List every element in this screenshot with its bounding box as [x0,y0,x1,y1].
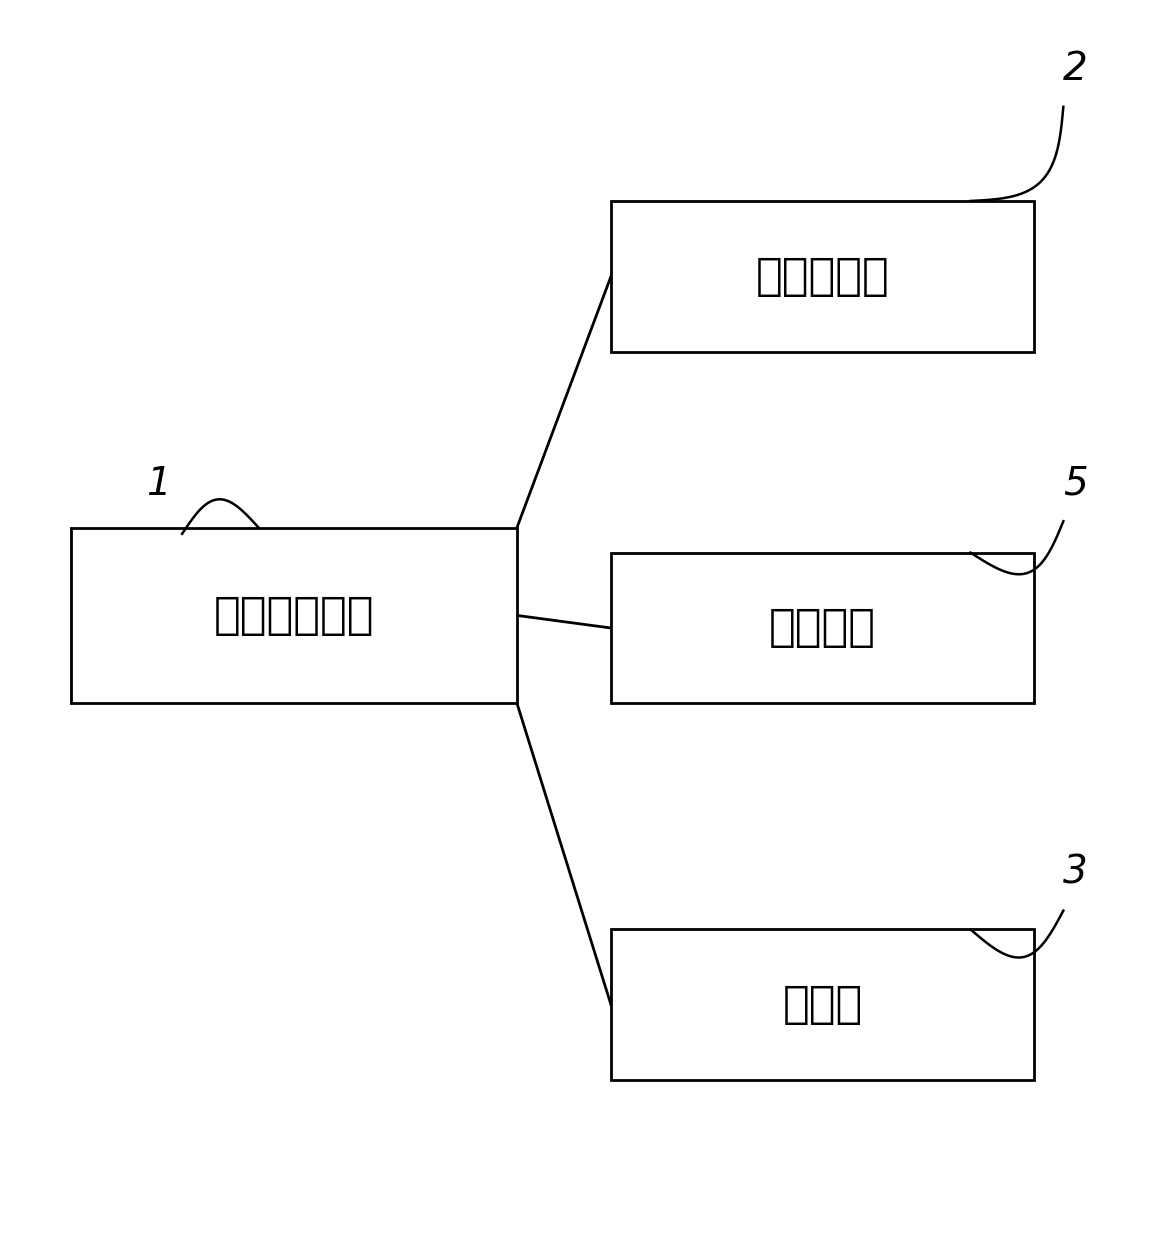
Bar [611,929,1034,1080]
Bar [70,528,517,703]
Text: 电子扫描器: 电子扫描器 [756,255,889,298]
Text: 打孔机: 打孔机 [783,983,862,1026]
Bar [611,553,1034,703]
Text: 光感模块: 光感模块 [768,607,877,649]
Text: 1: 1 [146,465,172,502]
Text: 5: 5 [1062,465,1088,502]
Text: 信息处理系统: 信息处理系统 [214,594,374,637]
Text: 3: 3 [1062,854,1088,892]
Text: 2: 2 [1062,50,1088,88]
Bar [611,201,1034,352]
